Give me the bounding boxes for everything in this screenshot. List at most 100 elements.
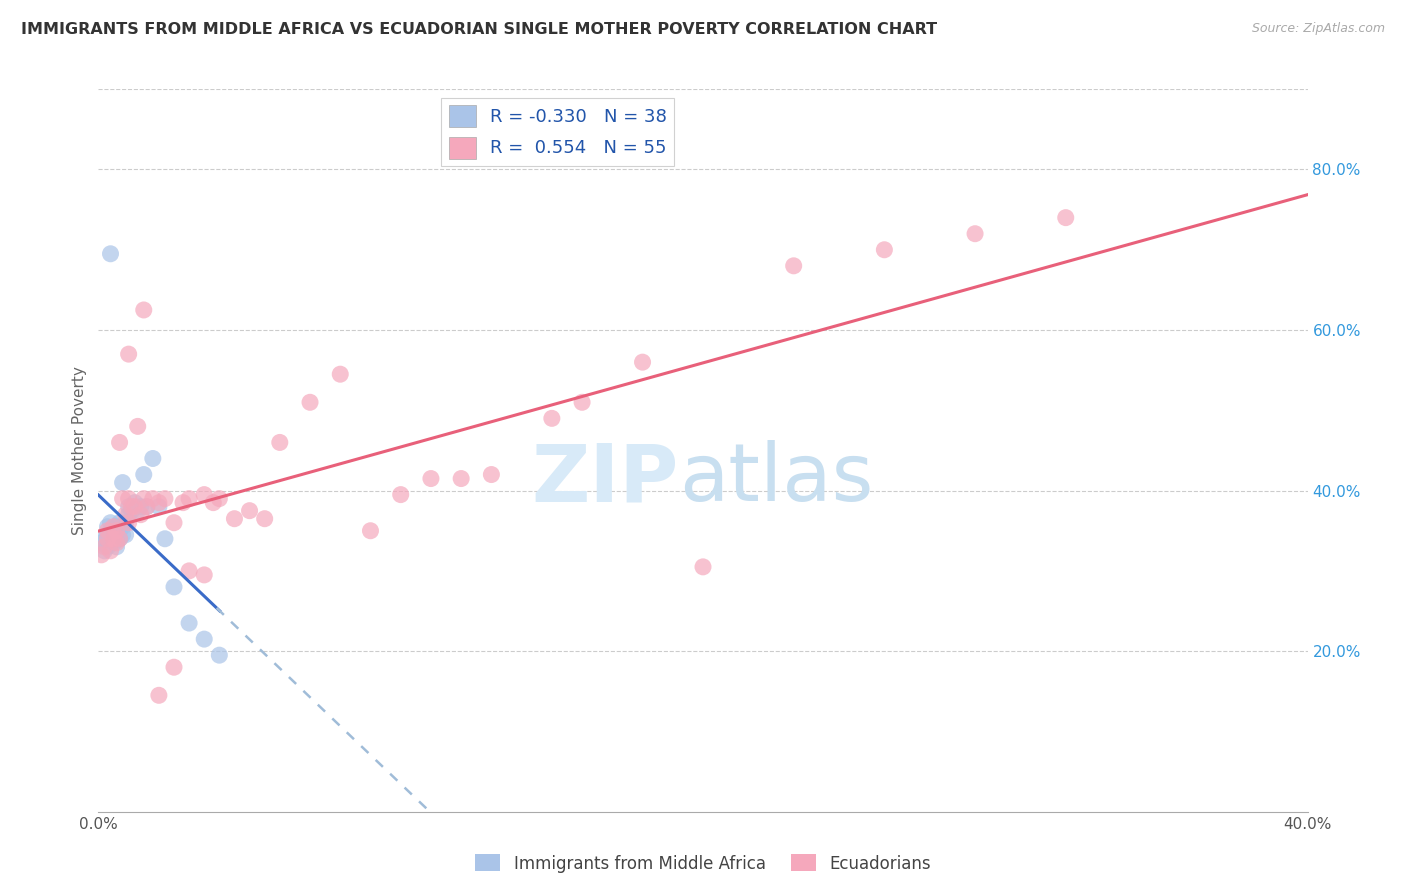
Point [105, 540, 128, 554]
Point [108, 532, 131, 546]
Point [118, 500, 141, 514]
Point [121, 503, 143, 517]
Point [108, 532, 131, 546]
Point [873, 243, 896, 257]
Point [135, 500, 157, 514]
Point [193, 568, 215, 582]
Point [132, 302, 155, 317]
Point [124, 495, 146, 509]
Point [1054, 211, 1077, 225]
Point [100, 543, 122, 558]
Point [208, 648, 231, 662]
Point [420, 471, 443, 485]
Point [965, 227, 987, 241]
Point [208, 491, 231, 506]
Point [118, 347, 141, 361]
Point [111, 491, 134, 506]
Point [103, 532, 125, 546]
Point [172, 495, 194, 509]
Point [299, 395, 322, 409]
Point [163, 660, 186, 674]
Point [163, 516, 186, 530]
Point [692, 560, 714, 574]
Point [783, 259, 806, 273]
Point [132, 467, 155, 482]
Point [114, 516, 136, 530]
Point [118, 508, 141, 522]
Point [114, 508, 136, 522]
Point [540, 411, 562, 425]
Point [103, 532, 125, 546]
Point [96, 527, 118, 541]
Point [571, 395, 593, 409]
Point [108, 435, 131, 450]
Point [179, 491, 201, 506]
Text: IMMIGRANTS FROM MIDDLE AFRICA VS ECUADORIAN SINGLE MOTHER POVERTY CORRELATION CH: IMMIGRANTS FROM MIDDLE AFRICA VS ECUADOR… [21, 22, 938, 37]
Point [96, 524, 118, 538]
Point [93, 532, 115, 546]
Point [163, 580, 186, 594]
Point [193, 487, 215, 501]
Point [179, 615, 201, 630]
Point [631, 355, 654, 369]
Point [96, 532, 118, 546]
Legend: R = -0.330   N = 38, R =  0.554   N = 55: R = -0.330 N = 38, R = 0.554 N = 55 [441, 98, 675, 166]
Point [179, 564, 201, 578]
Point [132, 491, 155, 506]
Point [129, 500, 152, 514]
Point [148, 500, 170, 514]
Point [124, 500, 146, 514]
Point [148, 495, 170, 509]
Point [153, 491, 176, 506]
Point [127, 503, 149, 517]
Text: atlas: atlas [679, 441, 873, 518]
Point [118, 516, 141, 530]
Point [105, 527, 128, 541]
Point [142, 491, 165, 506]
Point [253, 511, 276, 525]
Point [329, 368, 352, 382]
Point [114, 527, 136, 541]
Point [96, 540, 118, 554]
Point [105, 524, 128, 538]
Point [103, 519, 125, 533]
Point [105, 519, 128, 533]
Point [142, 451, 165, 466]
Point [127, 419, 149, 434]
Y-axis label: Single Mother Poverty: Single Mother Poverty [72, 366, 87, 535]
Point [100, 524, 122, 538]
Point [153, 532, 176, 546]
Point [129, 508, 152, 522]
Point [118, 491, 141, 506]
Point [108, 524, 131, 538]
Point [103, 524, 125, 538]
Point [193, 632, 215, 646]
Point [105, 535, 128, 549]
Point [269, 435, 291, 450]
Point [389, 487, 412, 501]
Point [111, 475, 134, 490]
Point [103, 535, 125, 549]
Point [108, 516, 131, 530]
Point [450, 471, 472, 485]
Point [239, 503, 262, 517]
Legend: Immigrants from Middle Africa, Ecuadorians: Immigrants from Middle Africa, Ecuadoria… [468, 847, 938, 880]
Point [93, 543, 115, 558]
Point [202, 495, 225, 509]
Point [360, 524, 382, 538]
Point [96, 519, 118, 533]
Point [111, 527, 134, 541]
Text: ZIP: ZIP [531, 441, 679, 518]
Point [135, 500, 157, 514]
Point [224, 511, 246, 525]
Point [93, 540, 115, 554]
Point [100, 246, 122, 260]
Point [90, 548, 112, 562]
Point [100, 516, 122, 530]
Point [148, 689, 170, 703]
Point [481, 467, 503, 482]
Point [111, 519, 134, 533]
Text: Source: ZipAtlas.com: Source: ZipAtlas.com [1251, 22, 1385, 36]
Point [121, 500, 143, 514]
Point [90, 535, 112, 549]
